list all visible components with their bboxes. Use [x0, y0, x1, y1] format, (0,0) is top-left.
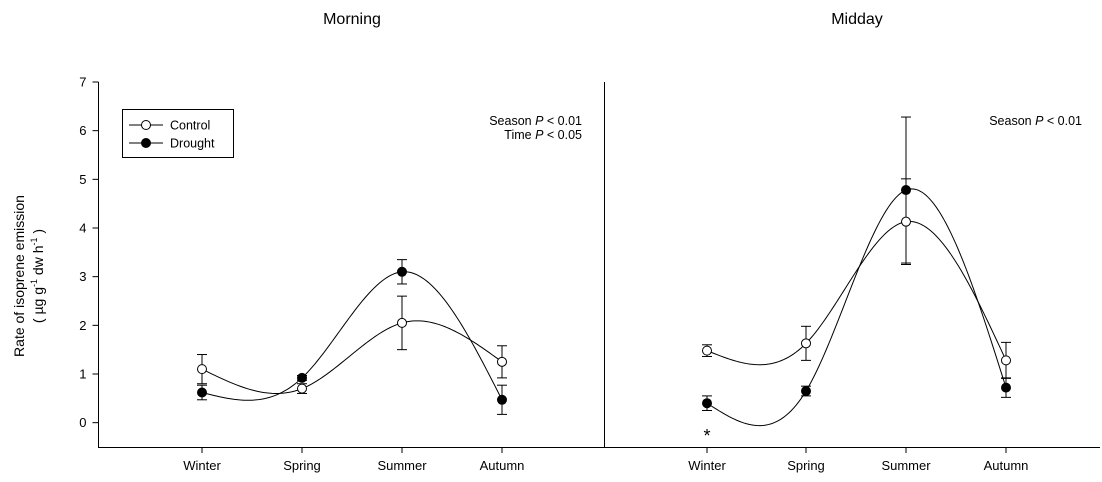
y-unit-part-3: )	[30, 229, 46, 238]
y-unit-sup-1: -1	[29, 279, 39, 287]
point-drought	[397, 266, 407, 277]
x-tick-label-autumn: Autumn	[984, 458, 1029, 473]
point-drought	[901, 185, 911, 196]
y-axis-title: Rate of isoprene emission	[11, 195, 27, 357]
point-control	[702, 345, 712, 356]
y-unit-sup-2: -1	[29, 237, 39, 245]
point-drought	[1001, 382, 1011, 393]
data-points	[197, 185, 1011, 409]
y-axis-ticks: 0 1 2 3 4 5 6 7	[79, 75, 99, 430]
y-tick-label: 3	[79, 269, 86, 284]
curve-drought-midday	[706, 188, 1007, 427]
stat-annotation: Time P < 0.05	[504, 128, 582, 142]
x-tick-label-autumn: Autumn	[480, 458, 525, 473]
x-tick-label-spring: Spring	[787, 458, 825, 473]
stat-annotation: Season P < 0.01	[489, 114, 582, 128]
x-axis-ticks: Winter Spring Summer Autumn Winter Spring Summ…	[183, 447, 1028, 473]
point-control	[1001, 355, 1011, 366]
point-control	[297, 383, 307, 394]
series-curves	[201, 188, 1007, 427]
legend-drought-label: Drought	[170, 137, 215, 151]
legend-control-label: Control	[170, 119, 210, 133]
point-drought	[497, 394, 507, 405]
y-tick-label: 7	[79, 75, 86, 90]
curve-control-midday	[706, 220, 1007, 366]
plot-frame	[98, 82, 1100, 448]
y-axis-unit: ( µg g-1 dw h-1 )	[29, 229, 46, 323]
panel-title-morning: Morning	[323, 11, 381, 28]
point-drought	[197, 387, 207, 398]
legend-box	[122, 109, 234, 158]
point-drought	[801, 386, 811, 397]
point-drought	[297, 372, 307, 383]
y-unit-part-2: dw h	[30, 246, 46, 279]
point-control	[397, 317, 407, 328]
x-tick-label-spring: Spring	[283, 458, 321, 473]
y-unit-part-1: ( µg g	[30, 287, 46, 323]
x-tick-label-summer: Summer	[881, 458, 931, 473]
curve-drought-morning	[201, 271, 503, 401]
curve-control-morning	[201, 320, 503, 394]
legend-control-marker	[141, 120, 151, 130]
point-control	[801, 338, 811, 349]
y-tick-label: 2	[79, 318, 86, 333]
legend-drought-marker	[141, 138, 151, 148]
x-tick-label-winter: Winter	[688, 458, 726, 473]
y-tick-label: 1	[79, 367, 86, 382]
point-control	[197, 364, 207, 375]
x-tick-label-winter: Winter	[183, 458, 221, 473]
y-tick-label: 5	[79, 172, 86, 187]
y-tick-label: 0	[79, 415, 86, 430]
point-control	[901, 216, 911, 227]
y-tick-label: 6	[79, 123, 86, 138]
panel-title-midday: Midday	[831, 11, 883, 28]
legend: Control Drought	[122, 109, 234, 158]
significance-asterisk: *	[703, 426, 710, 446]
point-control	[497, 356, 507, 367]
x-tick-label-summer: Summer	[377, 458, 427, 473]
stat-annotation: Season P < 0.01	[989, 114, 1082, 128]
point-drought	[702, 398, 712, 409]
y-tick-label: 4	[79, 221, 86, 236]
